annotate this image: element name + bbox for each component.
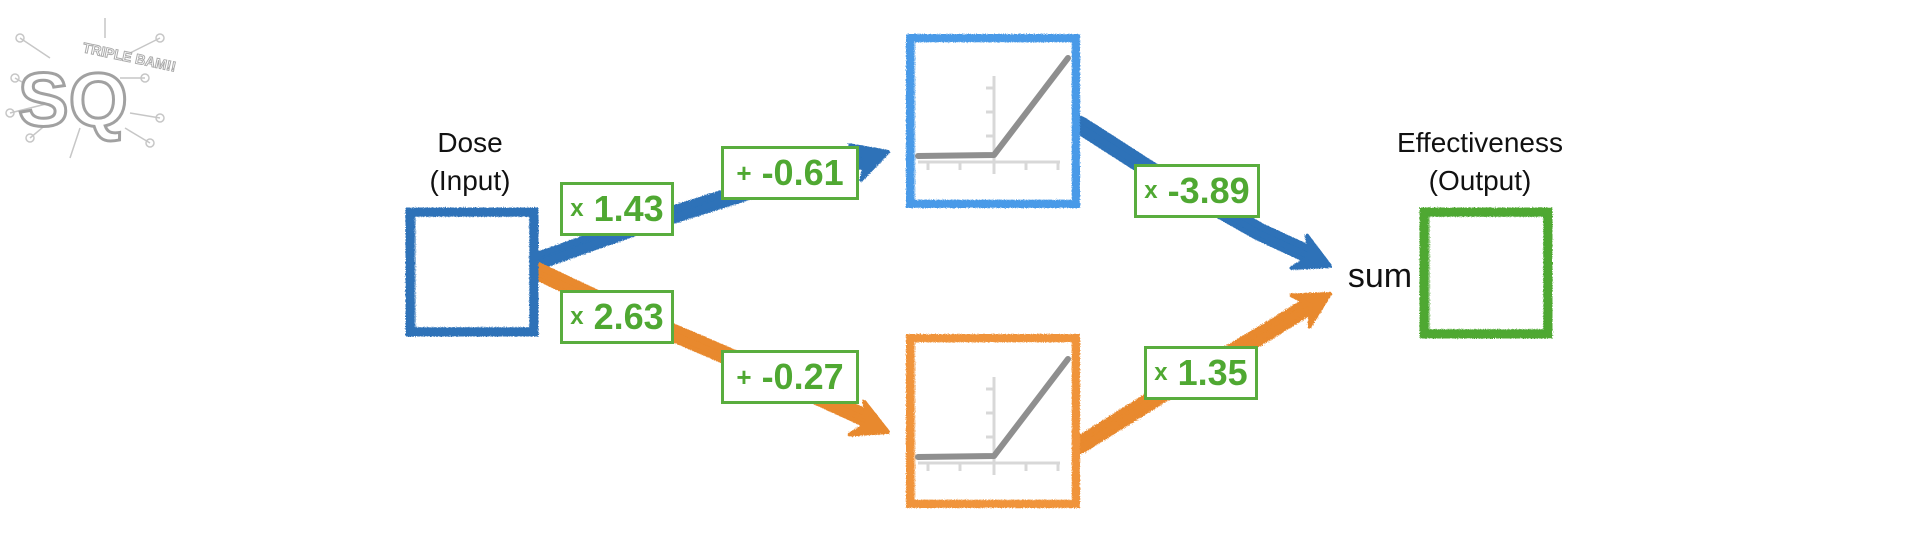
top-output-weight-label: x -3.89 [1134,164,1260,218]
weight-value: -3.89 [1167,170,1250,211]
input-title: Dose [437,127,503,158]
bottom-bias-label: + -0.27 [721,350,859,404]
logo-letters: SQ [18,58,128,143]
output-title: Effectiveness [1396,127,1564,158]
input-subtitle: (Input) [429,165,511,196]
multiply-sign: x [1154,359,1168,386]
output-node [1419,207,1553,339]
bias-value: -0.61 [761,152,844,193]
top-bias-label: + -0.61 [721,146,859,200]
input-node [405,207,539,337]
top-input-weight-label: x 1.43 [560,182,674,236]
logo: SQ TRIPLE BAM!! [5,18,178,159]
top-relu-graph [915,55,1071,174]
relu-curve [915,55,1071,159]
sum-label: sum [1347,257,1413,295]
top-output-connection-head [1289,233,1332,270]
weight-value: 1.35 [1177,352,1248,393]
multiply-sign: x [1144,177,1158,204]
bottom-input-connection-head [847,399,890,437]
weight-value: 2.63 [593,296,664,337]
weight-value: 1.43 [593,188,664,229]
output-subtitle: (Output) [1428,165,1532,196]
top-input-connection-head [848,143,890,182]
multiply-sign: x [570,195,584,222]
relu-curve [915,356,1071,460]
bottom-input-weight-label: x 2.63 [560,290,674,344]
plus-sign: + [736,362,752,392]
plus-sign: + [736,158,752,188]
bias-value: -0.27 [761,356,844,397]
multiply-sign: x [570,303,584,330]
bottom-output-weight-label: x 1.35 [1144,346,1258,400]
bottom-relu-graph [915,356,1071,475]
bottom-output-connection-head [1289,292,1332,329]
